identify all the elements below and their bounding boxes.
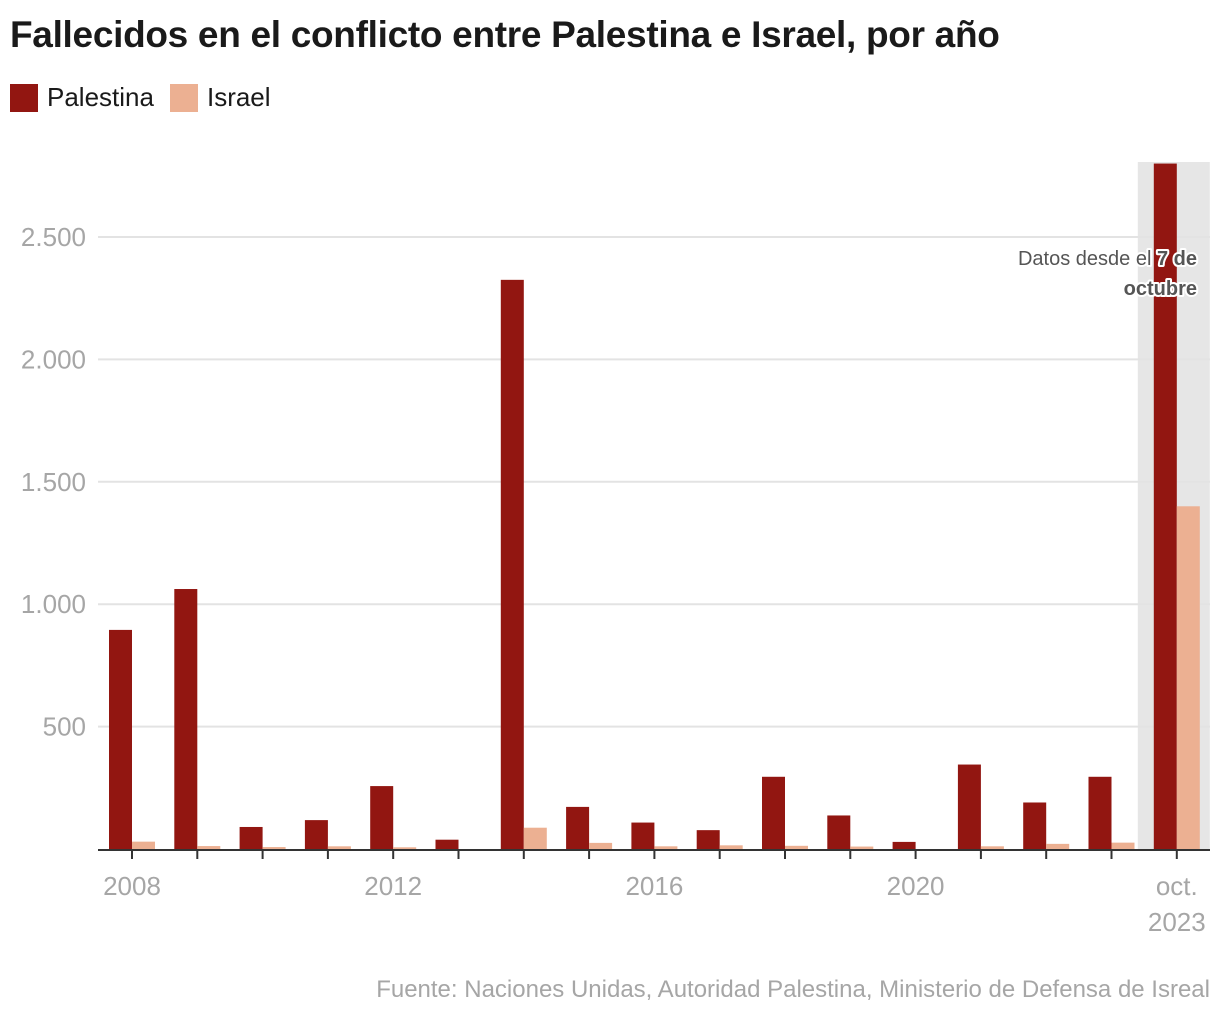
bar-palestina-2009 bbox=[174, 589, 198, 849]
x-tick-label: 2020 bbox=[887, 871, 945, 901]
bar-israel-2014 bbox=[523, 827, 547, 849]
bar-palestina-2011 bbox=[304, 820, 328, 849]
bar-israel-2015 bbox=[589, 842, 613, 849]
chart-title: Fallecidos en el conflicto entre Palesti… bbox=[10, 14, 1000, 55]
bars-layer bbox=[109, 163, 1200, 850]
y-tick-label: 500 bbox=[43, 712, 86, 742]
y-tick-label: 1.000 bbox=[21, 589, 86, 619]
bar-palestina-2021 bbox=[957, 764, 981, 849]
grid-layer: 500 1.000 1.500 2.000 2.500 bbox=[21, 222, 1210, 742]
bar-palestina-2022 bbox=[1023, 802, 1047, 849]
legend-label-palestina: Palestina bbox=[47, 82, 154, 112]
bar-israel-2023 bbox=[1111, 842, 1135, 849]
bar-israel-2011 bbox=[327, 846, 351, 849]
bar-israel-2012 bbox=[393, 847, 417, 849]
y-tick-label: 2.000 bbox=[21, 344, 86, 374]
annotation-bold-2: octubre bbox=[1124, 278, 1197, 300]
x-tick-label: 2023 bbox=[1148, 907, 1206, 937]
bar-palestina-2016 bbox=[631, 822, 655, 849]
legend-label-israel: Israel bbox=[206, 82, 271, 112]
bar-palestina-2014 bbox=[500, 279, 524, 850]
annotation-bold-1: 7 de bbox=[1157, 248, 1197, 270]
legend: Palestina Israel bbox=[10, 82, 287, 113]
bar-israel-2010 bbox=[262, 847, 286, 849]
annotation-line-1: Datos desde el 7 de bbox=[1018, 248, 1197, 270]
bar-israel-2017 bbox=[719, 845, 743, 849]
annotation-line-2: octubre bbox=[1124, 278, 1197, 300]
legend-swatch-israel bbox=[169, 83, 198, 112]
bar-israel-2018 bbox=[785, 845, 808, 849]
x-tick-label: 2016 bbox=[625, 871, 683, 901]
bar-israel-2021 bbox=[980, 846, 1004, 849]
bar-israel-2022 bbox=[1046, 843, 1070, 849]
bar-palestina-2010 bbox=[239, 826, 263, 849]
bar-palestina-2012 bbox=[370, 786, 394, 849]
bar-palestina-2020 bbox=[892, 841, 916, 849]
bar-palestina-2017 bbox=[696, 830, 720, 849]
bar-palestina-2013 bbox=[435, 839, 459, 849]
x-tick-label: 2008 bbox=[103, 871, 161, 901]
bar-palestina-oct-2023 bbox=[1153, 163, 1177, 849]
bar-israel-2016 bbox=[654, 846, 678, 849]
legend-item-palestina: Palestina bbox=[10, 82, 154, 113]
bar-palestina-2019 bbox=[827, 815, 851, 849]
bar-israel-oct-2023 bbox=[1176, 506, 1200, 849]
bar-israel-2019 bbox=[850, 846, 874, 849]
bar-palestina-2018 bbox=[762, 776, 785, 849]
x-tick-label: oct. bbox=[1156, 871, 1198, 901]
bar-israel-2008 bbox=[132, 841, 155, 849]
source-note: Fuente: Naciones Unidas, Autoridad Pales… bbox=[376, 976, 1210, 1003]
annotation-layer: Datos desde el 7 de octubre bbox=[1016, 246, 1199, 302]
legend-item-israel: Israel bbox=[169, 82, 271, 113]
y-tick-label: 2.500 bbox=[21, 222, 86, 252]
bar-palestina-2008 bbox=[109, 629, 132, 849]
x-tick-label: 2012 bbox=[364, 871, 422, 901]
bar-palestina-2015 bbox=[566, 806, 590, 849]
legend-swatch-palestina bbox=[10, 83, 38, 112]
bar-palestina-2023 bbox=[1088, 776, 1112, 849]
annotation-regular: Datos desde el bbox=[1018, 248, 1157, 270]
bar-israel-2009 bbox=[197, 846, 221, 849]
axis-layer: 2008 2012 2016 2020 oct. 2023 bbox=[98, 849, 1210, 937]
y-tick-label: 1.500 bbox=[21, 467, 86, 497]
